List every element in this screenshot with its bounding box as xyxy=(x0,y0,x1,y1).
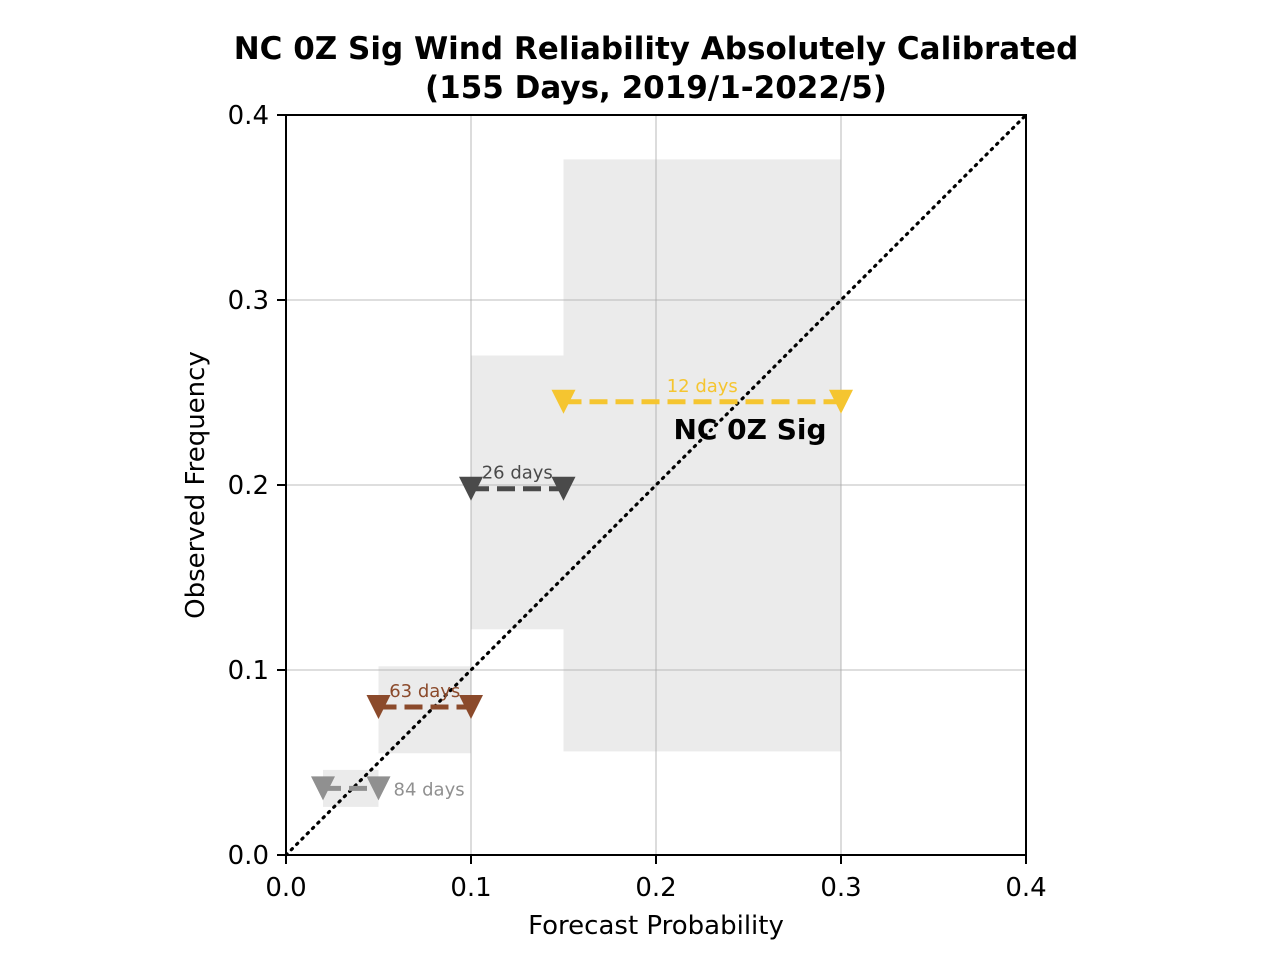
x-tick-label-4: 0.4 xyxy=(1005,873,1046,903)
x-tick-label-1: 0.1 xyxy=(450,873,491,903)
series-annotation: NC 0Z Sig xyxy=(673,413,826,446)
confidence-box-3 xyxy=(563,159,841,752)
bin-marker-2-0 xyxy=(459,476,483,501)
x-tick-label-2: 0.2 xyxy=(635,873,676,903)
bin-count-label-2: 26 days xyxy=(482,463,553,484)
y-axis-label: Observed Frequency xyxy=(181,351,211,619)
y-tick-label-0: 0.0 xyxy=(228,841,269,871)
bin-marker-0-1 xyxy=(366,776,391,801)
bin-marker-2-1 xyxy=(551,476,576,501)
bin-marker-1-1 xyxy=(459,695,483,719)
y-tick-label-2: 0.2 xyxy=(228,471,269,501)
chart-title-line2: (155 Days, 2019/1-2022/5) xyxy=(425,70,887,106)
bin-2: 26 days xyxy=(459,463,576,501)
bin-marker-3-1 xyxy=(829,389,853,414)
bin-marker-3-0 xyxy=(551,389,576,414)
x-axis-label: Forecast Probability xyxy=(528,911,784,941)
bin-1: 63 days xyxy=(366,681,483,719)
x-tick-label-3: 0.3 xyxy=(820,873,861,903)
axes: 0.0 0.1 0.2 0.3 0.4 0.0 0.1 0.2 0.3 0.4 xyxy=(228,101,1047,903)
chart-title-line1: NC 0Z Sig Wind Reliability Absolutely Ca… xyxy=(234,31,1079,67)
confidence-boxes xyxy=(323,159,841,807)
bin-count-label-0: 84 days xyxy=(394,779,465,800)
confidence-box-1 xyxy=(378,666,471,754)
bin-3: 12 days xyxy=(551,376,853,414)
x-tick-label-0: 0.0 xyxy=(265,873,306,903)
diagonal-reference-line xyxy=(284,113,1028,857)
y-tick-label-3: 0.3 xyxy=(228,286,269,316)
y-tick-label-1: 0.1 xyxy=(228,656,269,686)
y-tick-label-4: 0.4 xyxy=(228,101,269,131)
bin-marker-1-0 xyxy=(366,695,391,719)
bin-marker-0-0 xyxy=(311,776,335,801)
bin-count-label-3: 12 days xyxy=(667,376,738,397)
confidence-box-2 xyxy=(471,355,564,630)
bin-count-label-1: 63 days xyxy=(389,681,460,702)
bin-0: 84 days xyxy=(311,776,465,801)
bin-series: 84 days 63 days 26 days 12 days xyxy=(311,376,853,801)
